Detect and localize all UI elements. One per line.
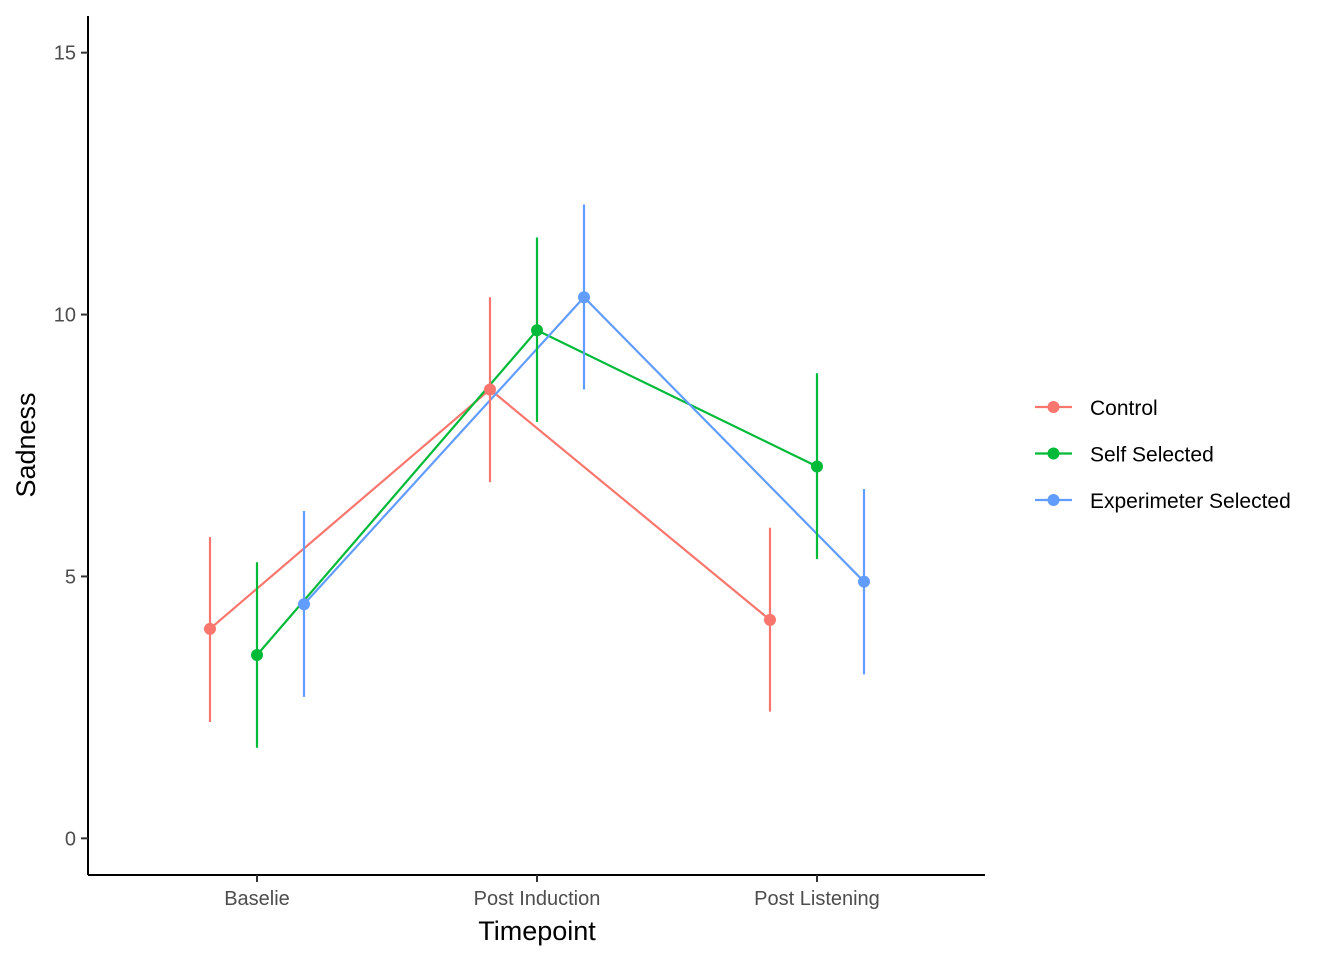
y-axis-title: Sadness <box>11 392 41 497</box>
error-bars <box>208 204 866 748</box>
legend-key-point <box>1047 494 1060 506</box>
data-point <box>204 622 216 635</box>
legend: Control Self Selected Experimeter Selected <box>1035 397 1291 513</box>
tick-labels: 0 5 10 15 Baselie Post Induction Post Listenin… <box>54 43 880 910</box>
legend-label: Experimeter Selected <box>1090 490 1291 513</box>
y-tick-label: 0 <box>65 828 76 850</box>
legend-key-point <box>1047 401 1060 413</box>
data-point <box>764 613 776 626</box>
x-tick-label: Post Listening <box>754 888 880 910</box>
x-axis-title: Timepoint <box>478 916 596 946</box>
y-tick-label: 5 <box>65 566 76 588</box>
data-point <box>484 383 496 396</box>
axes <box>81 16 985 882</box>
x-tick-label: Baselie <box>224 888 290 910</box>
y-tick-label: 15 <box>54 43 76 65</box>
data-point <box>858 575 870 588</box>
data-point <box>811 460 823 473</box>
y-tick-label: 10 <box>54 305 76 327</box>
data-point <box>298 598 310 611</box>
x-tick-label: Post Induction <box>474 888 601 910</box>
legend-key-point <box>1047 447 1060 460</box>
data-point <box>531 324 543 337</box>
data-point <box>578 291 590 304</box>
data-points <box>204 291 870 662</box>
legend-label: Self Selected <box>1090 444 1214 467</box>
data-point <box>251 649 263 662</box>
legend-label: Control <box>1090 397 1158 420</box>
